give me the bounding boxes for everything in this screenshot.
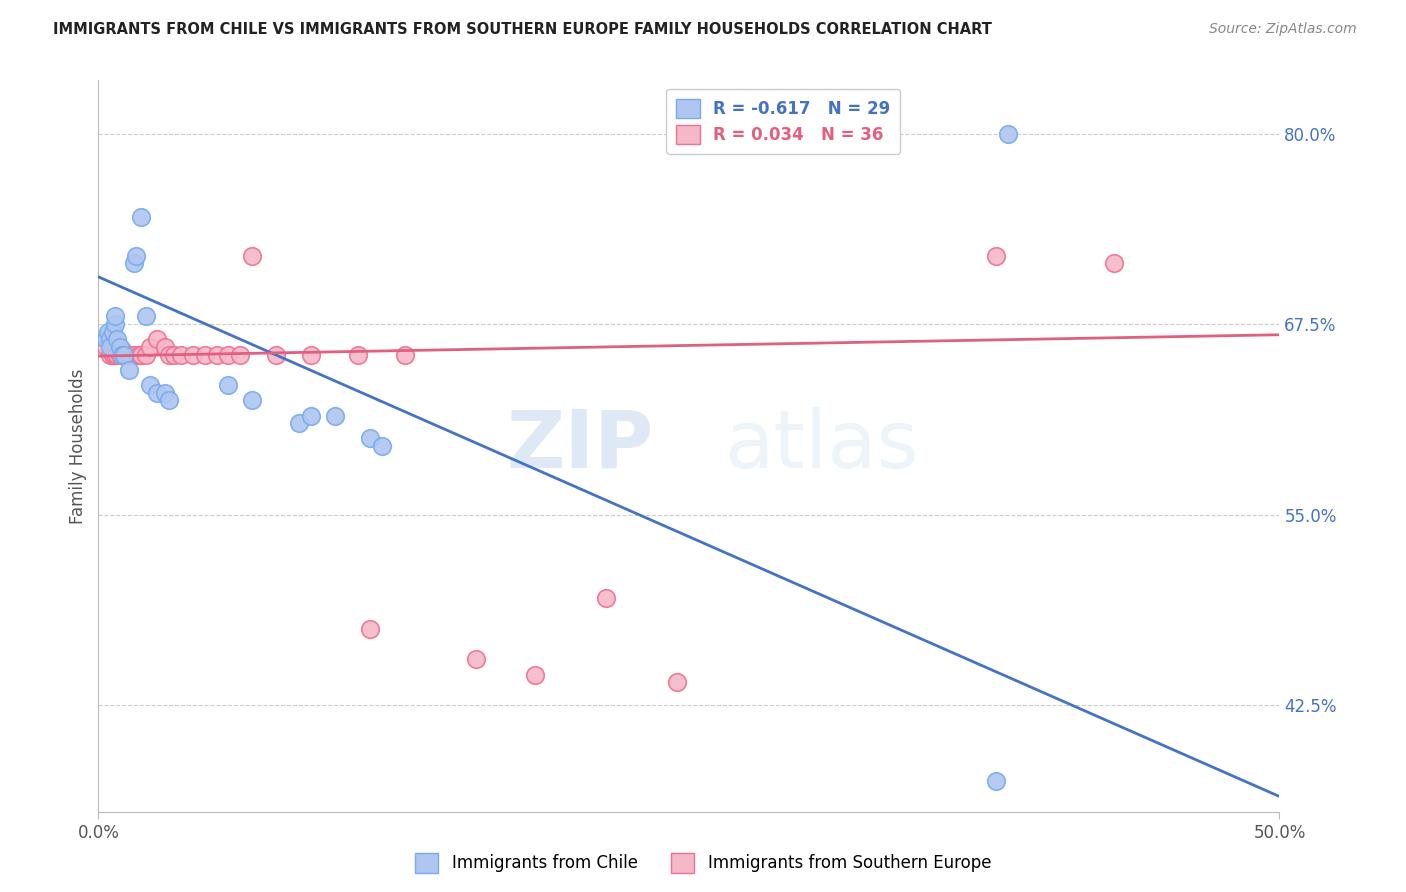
Point bbox=[264, 347, 287, 362]
Point bbox=[323, 409, 346, 423]
Point bbox=[299, 409, 322, 423]
Point bbox=[205, 347, 228, 362]
Point bbox=[288, 416, 311, 430]
Point bbox=[98, 332, 121, 346]
Point bbox=[217, 347, 239, 362]
Point bbox=[157, 347, 180, 362]
Point bbox=[181, 347, 204, 362]
Point bbox=[101, 347, 124, 362]
Point bbox=[108, 347, 131, 362]
Text: Source: ZipAtlas.com: Source: ZipAtlas.com bbox=[1209, 22, 1357, 37]
Point bbox=[97, 325, 120, 339]
Point bbox=[104, 347, 127, 362]
Point bbox=[595, 591, 617, 606]
Point bbox=[299, 347, 322, 362]
Point bbox=[157, 393, 180, 408]
Point bbox=[118, 363, 141, 377]
Point bbox=[129, 211, 152, 225]
Point bbox=[129, 347, 152, 362]
Point bbox=[359, 622, 381, 636]
Point bbox=[170, 347, 193, 362]
Text: ZIP: ZIP bbox=[506, 407, 654, 485]
Point bbox=[984, 774, 1007, 789]
Point bbox=[1102, 256, 1125, 270]
Point bbox=[94, 340, 117, 354]
Point bbox=[524, 667, 547, 681]
Point bbox=[217, 378, 239, 392]
Point bbox=[108, 340, 131, 354]
Point bbox=[359, 431, 381, 445]
Point bbox=[104, 317, 127, 331]
Point bbox=[240, 393, 263, 408]
Point bbox=[153, 340, 176, 354]
Point bbox=[98, 340, 121, 354]
Point bbox=[125, 248, 148, 262]
Legend: Immigrants from Chile, Immigrants from Southern Europe: Immigrants from Chile, Immigrants from S… bbox=[408, 847, 998, 880]
Point bbox=[118, 347, 141, 362]
Point bbox=[984, 248, 1007, 262]
Point bbox=[105, 332, 128, 346]
Point bbox=[122, 256, 145, 270]
Point bbox=[139, 378, 162, 392]
Point bbox=[105, 347, 128, 362]
Point bbox=[112, 347, 135, 362]
Point bbox=[135, 310, 157, 324]
Point bbox=[115, 347, 138, 362]
Point bbox=[146, 332, 169, 346]
Point bbox=[139, 340, 162, 354]
Point bbox=[98, 347, 121, 362]
Point bbox=[135, 347, 157, 362]
Point bbox=[194, 347, 217, 362]
Point bbox=[371, 439, 394, 453]
Point bbox=[111, 347, 134, 362]
Point bbox=[229, 347, 252, 362]
Point bbox=[465, 652, 488, 666]
Point bbox=[104, 310, 127, 324]
Text: IMMIGRANTS FROM CHILE VS IMMIGRANTS FROM SOUTHERN EUROPE FAMILY HOUSEHOLDS CORRE: IMMIGRANTS FROM CHILE VS IMMIGRANTS FROM… bbox=[53, 22, 993, 37]
Point bbox=[122, 347, 145, 362]
Point bbox=[111, 343, 134, 357]
Point bbox=[101, 325, 124, 339]
Point bbox=[240, 248, 263, 262]
Point bbox=[128, 347, 150, 362]
Point bbox=[666, 675, 689, 690]
Legend: R = -0.617   N = 29, R = 0.034   N = 36: R = -0.617 N = 29, R = 0.034 N = 36 bbox=[666, 88, 900, 153]
Point bbox=[163, 347, 186, 362]
Point bbox=[347, 347, 370, 362]
Point bbox=[94, 332, 117, 346]
Point bbox=[153, 385, 176, 400]
Point bbox=[997, 127, 1019, 141]
Point bbox=[394, 347, 416, 362]
Y-axis label: Family Households: Family Households bbox=[69, 368, 87, 524]
Text: atlas: atlas bbox=[724, 407, 918, 485]
Point bbox=[146, 385, 169, 400]
